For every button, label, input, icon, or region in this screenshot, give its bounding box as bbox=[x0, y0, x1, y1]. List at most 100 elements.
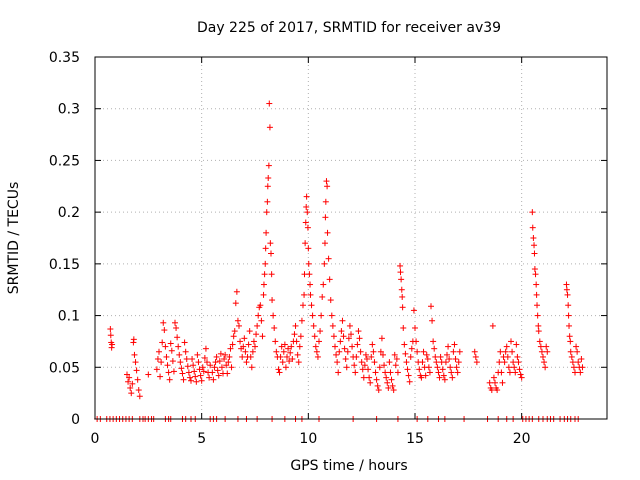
data-point bbox=[225, 359, 232, 366]
data-point bbox=[406, 378, 413, 385]
data-point bbox=[214, 367, 221, 374]
data-point bbox=[378, 335, 385, 342]
data-point bbox=[192, 373, 199, 380]
data-point bbox=[449, 374, 456, 381]
data-point bbox=[429, 317, 436, 324]
data-point bbox=[510, 359, 517, 366]
data-point bbox=[236, 322, 242, 329]
data-point bbox=[340, 333, 347, 340]
data-point bbox=[338, 328, 345, 335]
data-point bbox=[154, 356, 161, 363]
data-point bbox=[230, 333, 237, 340]
data-point bbox=[440, 372, 447, 379]
data-point bbox=[435, 369, 442, 376]
data-point bbox=[324, 229, 331, 236]
data-point bbox=[448, 369, 455, 376]
data-point bbox=[428, 303, 434, 310]
data-point bbox=[199, 364, 206, 371]
data-point bbox=[207, 362, 214, 369]
y-tick-label: 0.1 bbox=[58, 309, 80, 325]
data-point bbox=[420, 348, 427, 355]
data-point bbox=[337, 338, 344, 345]
data-point bbox=[499, 379, 506, 386]
data-point bbox=[563, 281, 570, 288]
data-point bbox=[191, 368, 198, 375]
data-point bbox=[504, 353, 511, 360]
data-point bbox=[512, 369, 519, 376]
data-point bbox=[436, 374, 443, 381]
data-point bbox=[334, 359, 341, 366]
data-point bbox=[270, 312, 277, 319]
data-point bbox=[253, 331, 260, 338]
data-point bbox=[180, 376, 187, 383]
data-point bbox=[472, 353, 479, 360]
data-point bbox=[376, 364, 383, 371]
data-point bbox=[266, 100, 273, 107]
data-point bbox=[497, 348, 504, 355]
data-point bbox=[391, 351, 398, 358]
data-point bbox=[309, 312, 316, 319]
data-point bbox=[488, 387, 495, 394]
data-point bbox=[242, 348, 249, 355]
y-tick-label: 0.25 bbox=[49, 153, 80, 169]
data-point bbox=[304, 209, 311, 216]
data-point bbox=[442, 359, 449, 366]
data-point bbox=[433, 359, 440, 366]
data-point bbox=[445, 343, 452, 350]
data-point bbox=[233, 288, 240, 295]
data-point bbox=[280, 348, 287, 355]
y-tick-label: 0.35 bbox=[49, 50, 80, 66]
data-point bbox=[328, 312, 335, 319]
data-point bbox=[247, 353, 254, 360]
data-point bbox=[505, 364, 512, 371]
data-point bbox=[565, 302, 572, 309]
data-point bbox=[303, 203, 310, 210]
data-point bbox=[158, 359, 165, 366]
data-point bbox=[399, 304, 406, 311]
data-point bbox=[362, 351, 369, 358]
data-point bbox=[434, 364, 441, 371]
data-point bbox=[489, 322, 496, 329]
data-point bbox=[572, 369, 578, 376]
data-point bbox=[304, 224, 311, 231]
y-tick-label: 0.05 bbox=[49, 360, 80, 376]
data-point bbox=[296, 343, 303, 350]
data-point bbox=[327, 297, 334, 304]
data-point bbox=[538, 348, 545, 355]
data-point bbox=[318, 312, 325, 319]
data-point bbox=[508, 338, 514, 345]
data-point bbox=[165, 369, 172, 376]
data-point bbox=[392, 362, 399, 369]
data-point bbox=[291, 331, 298, 338]
data-point bbox=[531, 250, 538, 257]
data-point bbox=[265, 175, 272, 182]
data-point bbox=[229, 341, 236, 348]
data-point bbox=[317, 328, 324, 335]
x-tick-label: 15 bbox=[406, 431, 424, 447]
data-point bbox=[531, 266, 538, 273]
data-point bbox=[367, 379, 374, 386]
data-point bbox=[383, 374, 390, 381]
data-point bbox=[451, 341, 458, 348]
data-point bbox=[343, 364, 350, 371]
data-point bbox=[398, 286, 405, 293]
data-point bbox=[441, 376, 448, 383]
data-point bbox=[226, 353, 233, 360]
data-point bbox=[127, 384, 134, 391]
data-point bbox=[414, 348, 421, 355]
data-point bbox=[263, 209, 270, 216]
data-point bbox=[385, 384, 392, 391]
data-point bbox=[200, 368, 207, 375]
data-point bbox=[211, 364, 218, 371]
data-point bbox=[204, 359, 210, 366]
data-point bbox=[156, 348, 162, 355]
data-point bbox=[426, 369, 433, 376]
data-point bbox=[437, 353, 444, 360]
axis-ticks: 0 0.05 0.1 0.15 0.2 0.25 0.3 0.35 0 5 10 15 20 bbox=[49, 50, 607, 447]
data-point bbox=[254, 322, 261, 329]
data-point bbox=[407, 353, 414, 360]
data-point bbox=[239, 353, 246, 360]
y-tick-label: 0 bbox=[71, 412, 80, 428]
x-axis-label: GPS time / hours bbox=[290, 458, 407, 474]
grid-lines bbox=[95, 57, 607, 419]
